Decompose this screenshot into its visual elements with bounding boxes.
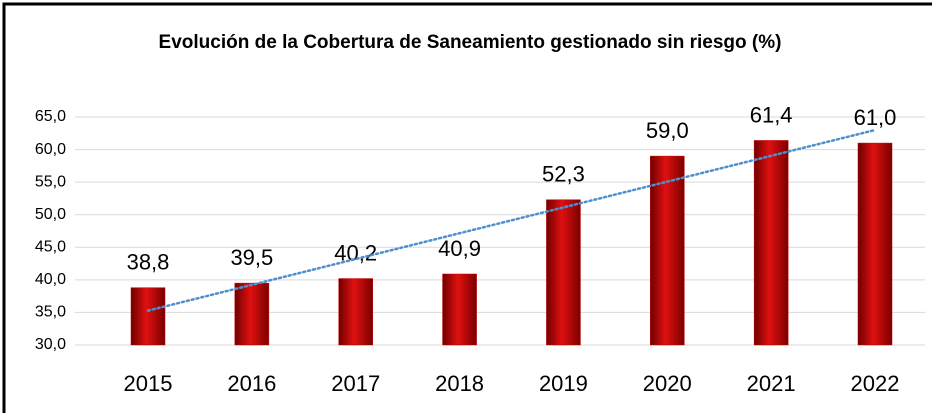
data-label: 40,2	[334, 240, 377, 265]
data-label: 61,4	[750, 102, 793, 127]
bar	[857, 142, 893, 346]
data-label: 39,5	[230, 245, 273, 270]
data-label: 59,0	[646, 118, 689, 143]
x-tick-label: 2016	[227, 371, 276, 396]
bar	[338, 278, 373, 346]
bar	[546, 199, 581, 346]
data-label: 38,8	[127, 249, 170, 274]
y-tick-label: 60,0	[35, 141, 66, 158]
trend-line	[146, 128, 877, 312]
bar	[753, 140, 789, 346]
bar	[650, 155, 685, 346]
x-tick-label: 2017	[331, 371, 380, 396]
x-tick-label: 2019	[539, 371, 588, 396]
y-tick-label: 45,0	[35, 239, 66, 256]
x-tick-label: 2018	[435, 371, 484, 396]
y-tick-label: 35,0	[35, 304, 66, 321]
x-tick-label: 2015	[124, 371, 173, 396]
y-tick-label: 40,0	[35, 271, 66, 288]
data-label: 40,9	[438, 236, 481, 261]
x-tick-label: 2020	[643, 371, 692, 396]
x-tick-label: 2021	[747, 371, 796, 396]
data-label: 52,3	[542, 162, 585, 187]
data-label: 61,0	[854, 105, 897, 130]
chart-title: Evolución de la Cobertura de Saneamiento…	[158, 32, 782, 53]
bar	[442, 273, 477, 346]
bar	[130, 287, 166, 346]
y-tick-label: 30,0	[35, 336, 66, 353]
y-tick-label: 55,0	[35, 173, 66, 190]
x-tick-label: 2022	[851, 371, 900, 396]
y-tick-label: 50,0	[35, 206, 66, 223]
bar	[234, 282, 270, 346]
y-tick-label: 65,0	[35, 108, 66, 125]
